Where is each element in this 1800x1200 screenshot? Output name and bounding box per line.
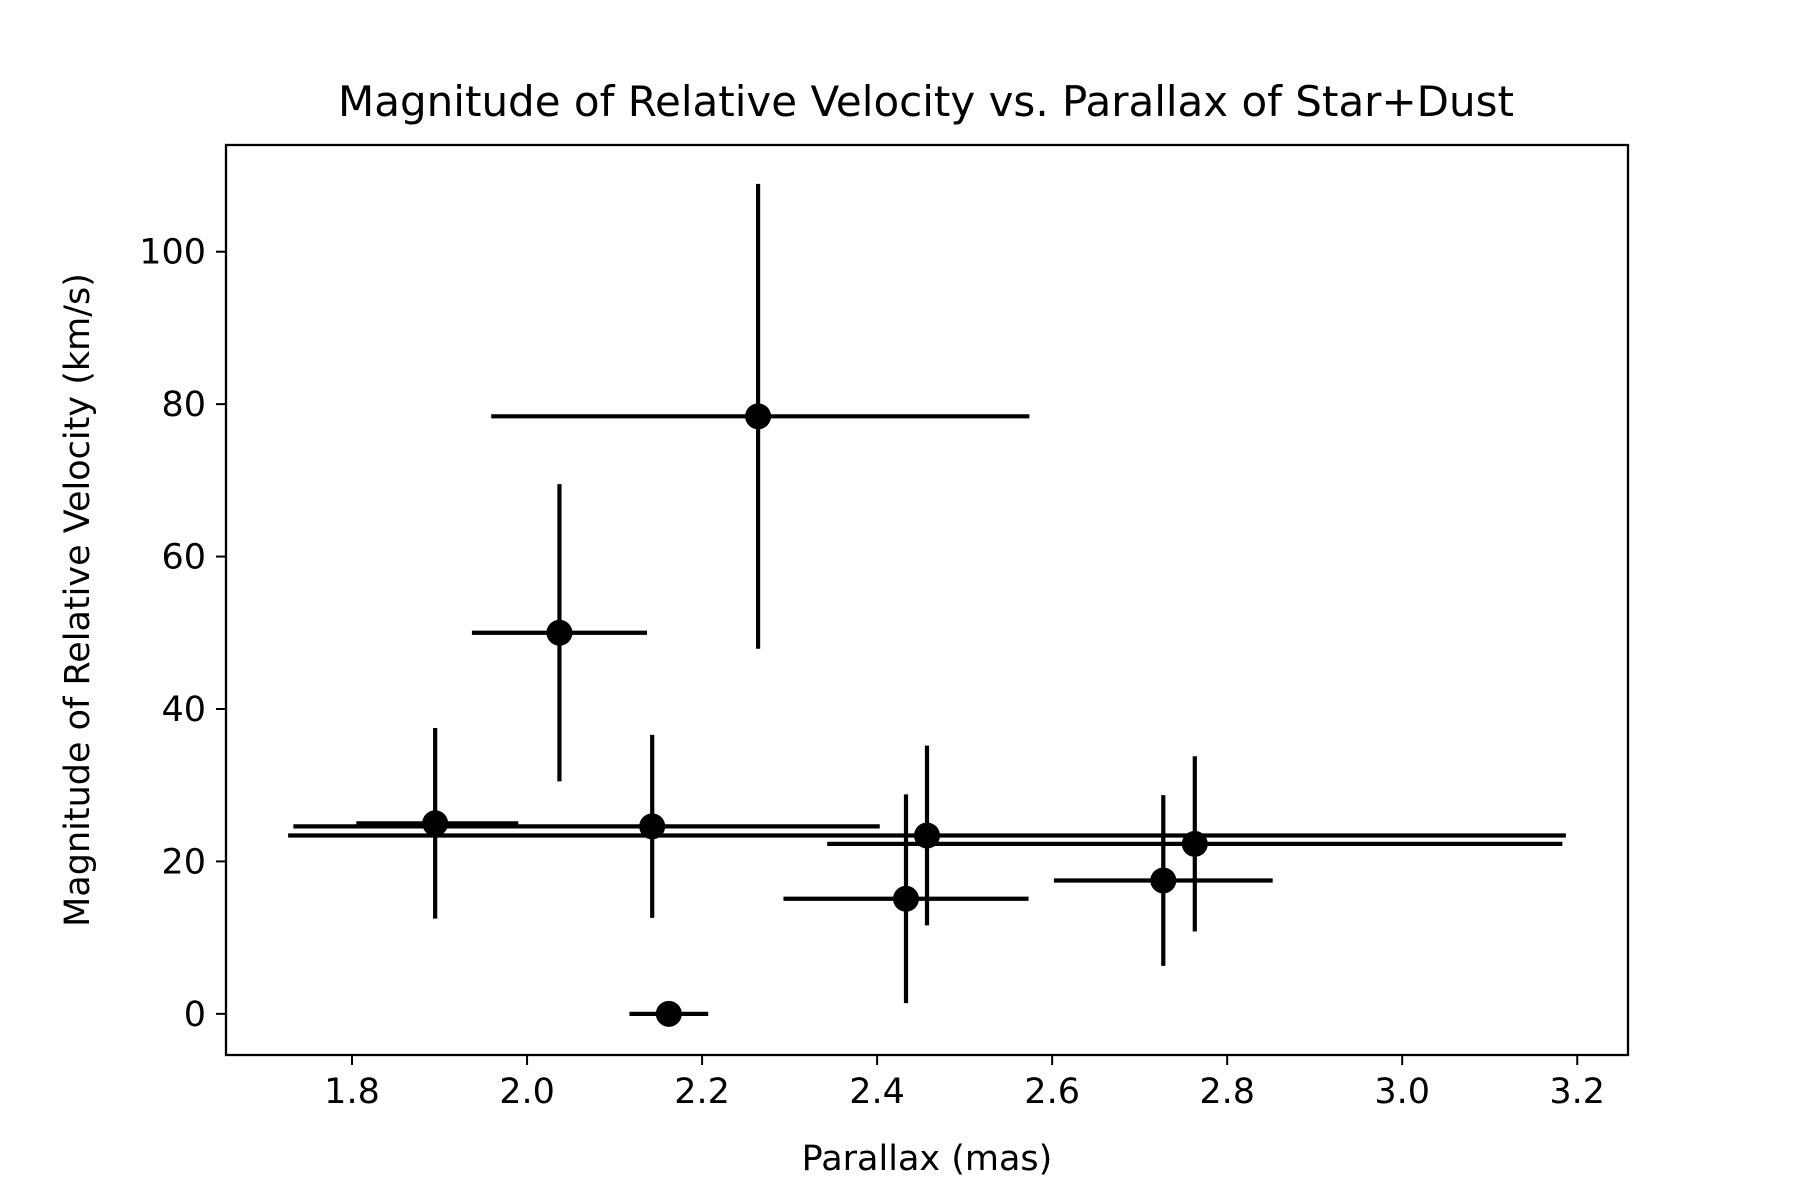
data-point-8 — [1181, 830, 1208, 857]
chart-title: Magnitude of Relative Velocity vs. Paral… — [338, 77, 1514, 126]
data-point-0 — [422, 810, 449, 837]
data-point-2 — [639, 813, 666, 840]
x-tick-label: 2.4 — [849, 1072, 905, 1112]
x-tick-label: 2.8 — [1199, 1072, 1255, 1112]
x-tick-label: 3.0 — [1374, 1072, 1430, 1112]
data-point-7 — [1150, 867, 1177, 894]
y-axis-label: Magnitude of Relative Velocity (km/s) — [58, 273, 98, 927]
plot-frame — [224, 143, 1630, 1057]
data-point-3 — [655, 1000, 682, 1027]
data-markers — [422, 403, 1208, 1027]
y-tick-label: 20 — [161, 842, 206, 882]
y-axis-ticks: 0 20 40 60 80 100 — [139, 233, 226, 1035]
y-tick-label: 0 — [184, 995, 206, 1035]
x-axis-label: Parallax (mas) — [802, 1139, 1053, 1179]
data-point-6 — [914, 822, 940, 849]
y-tick-label: 80 — [161, 385, 206, 425]
x-tick-label: 2.6 — [1024, 1072, 1080, 1112]
data-point-4 — [745, 403, 772, 430]
x-tick-label: 2.2 — [674, 1072, 730, 1112]
x-tick-label: 2.0 — [499, 1072, 555, 1112]
data-point-5 — [892, 885, 919, 912]
y-tick-label: 40 — [161, 690, 206, 730]
y-tick-label: 60 — [161, 538, 206, 578]
y-tick-label: 100 — [139, 233, 206, 273]
x-axis-ticks: 1.8 2.0 2.2 2.4 2.6 2.8 3.0 3.2 — [324, 1055, 1605, 1112]
data-point-1 — [546, 619, 573, 646]
x-tick-label: 3.2 — [1549, 1072, 1605, 1112]
x-tick-label: 1.8 — [324, 1072, 380, 1112]
